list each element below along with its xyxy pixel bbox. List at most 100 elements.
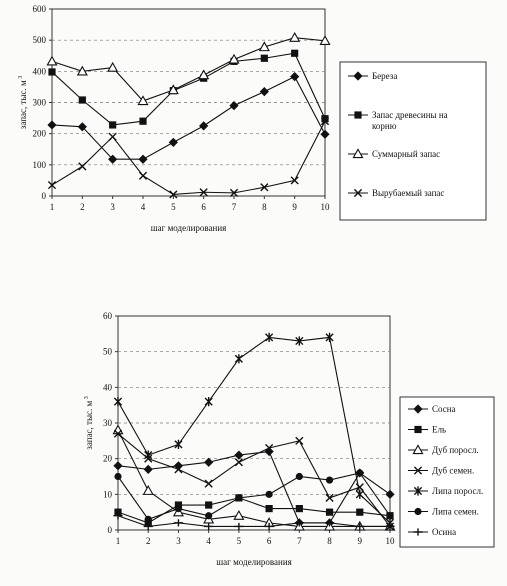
- x-tick-label: 9: [358, 536, 363, 546]
- data-point: [204, 522, 214, 531]
- data-point: [168, 137, 178, 147]
- data-point: [265, 490, 273, 498]
- data-point: [109, 121, 117, 129]
- data-point: [138, 171, 148, 180]
- x-tick-label: 8: [327, 536, 332, 546]
- legend: Береза Запас древесины на корню Суммарный з…: [339, 61, 487, 221]
- y-tick-label: 100: [33, 160, 47, 170]
- legend-item: Липа поросл.: [408, 486, 483, 496]
- legend-label: Ель: [432, 425, 446, 435]
- series-2: [48, 49, 329, 129]
- series-line: [117, 515, 390, 527]
- x-axis-label: шаг моделирования: [151, 223, 227, 233]
- data-point: [77, 122, 87, 132]
- y-tick-label: 0: [108, 525, 113, 535]
- x-axis-label: шаг моделирования: [216, 557, 292, 567]
- legend-item: Дуб семен.: [408, 466, 474, 476]
- legend-label: Береза: [372, 71, 397, 81]
- data-point: [233, 510, 245, 520]
- data-point: [167, 84, 179, 95]
- y-tick-label: 40: [103, 382, 113, 392]
- data-point: [198, 69, 210, 80]
- data-point: [142, 485, 154, 495]
- series-4: [47, 117, 330, 199]
- data-point: [169, 190, 178, 199]
- data-point: [173, 461, 184, 471]
- data-point: [174, 465, 183, 474]
- data-point: [108, 132, 117, 141]
- data-point: [138, 154, 148, 164]
- x-tick-label: 3: [176, 536, 181, 546]
- x-tick-label: 4: [206, 536, 211, 546]
- data-point: [112, 424, 124, 435]
- x-tick-label: 6: [267, 536, 272, 546]
- legend-box: [339, 61, 487, 221]
- x-tick-label: 3: [110, 202, 115, 212]
- y-axis-label: запас, тыс. м 3: [84, 396, 94, 449]
- legend-marker: [413, 486, 423, 496]
- data-point: [355, 483, 364, 492]
- series-line: [51, 75, 326, 160]
- series-4: [113, 429, 395, 531]
- data-point: [319, 35, 331, 45]
- legend-marker: [412, 444, 424, 455]
- data-point: [46, 55, 58, 66]
- data-point: [139, 117, 147, 125]
- data-point: [295, 505, 303, 513]
- data-point: [204, 397, 213, 407]
- data-point: [355, 522, 365, 531]
- series-2: [114, 494, 394, 527]
- data-point: [78, 162, 87, 171]
- legend-marker: [414, 425, 422, 434]
- data-point: [113, 429, 123, 438]
- chart-1: 0 100 200 300 400 500 600 1 2 3 4 5 6 7 8 9 10 шаг модели…: [18, 4, 487, 233]
- legend-marker: [354, 111, 362, 119]
- data-point: [173, 519, 184, 527]
- data-point: [204, 479, 213, 488]
- data-point: [295, 472, 303, 481]
- data-point: [294, 519, 304, 527]
- legend-item: Суммарный запас: [348, 148, 440, 159]
- series-3: [46, 31, 331, 106]
- series-1: [47, 72, 330, 164]
- data-point: [76, 65, 88, 76]
- series-line: [51, 120, 326, 196]
- y-tick-label: 10: [103, 489, 113, 499]
- data-point: [47, 120, 57, 130]
- legend-marker: [414, 507, 422, 516]
- legend-marker: [353, 71, 363, 81]
- data-point: [108, 154, 118, 164]
- legend-marker: [413, 404, 423, 414]
- data-point: [234, 450, 244, 460]
- data-point: [113, 397, 123, 407]
- x-tick-label: 2: [146, 536, 151, 546]
- data-point: [264, 522, 274, 531]
- data-point: [290, 176, 299, 185]
- data-point: [234, 458, 243, 467]
- data-point: [113, 512, 123, 520]
- legend-marker: [413, 466, 423, 475]
- data-point: [325, 493, 334, 502]
- series-7: [113, 512, 395, 531]
- data-point: [199, 188, 208, 197]
- data-point: [356, 508, 364, 516]
- data-point: [144, 450, 153, 460]
- data-point: [355, 489, 364, 499]
- data-point: [205, 501, 213, 509]
- y-tick-label: 600: [33, 4, 47, 14]
- legend: Сосна Ель Дуб поросл. Дуб семен. Липа поросл…: [399, 396, 495, 548]
- data-point: [289, 31, 301, 42]
- data-point: [78, 96, 86, 104]
- y-tick-label: 0: [42, 191, 47, 201]
- data-point: [205, 512, 213, 520]
- data-point: [260, 183, 269, 192]
- x-tick-label: 10: [321, 202, 331, 212]
- data-point: [258, 41, 270, 52]
- data-point: [143, 464, 153, 474]
- legend-label: Дуб поросл.: [432, 445, 479, 455]
- y-tick-label: 50: [103, 347, 113, 357]
- legend-label: Липа семен.: [432, 507, 479, 517]
- x-tick-label: 1: [116, 536, 121, 546]
- data-point: [290, 72, 300, 82]
